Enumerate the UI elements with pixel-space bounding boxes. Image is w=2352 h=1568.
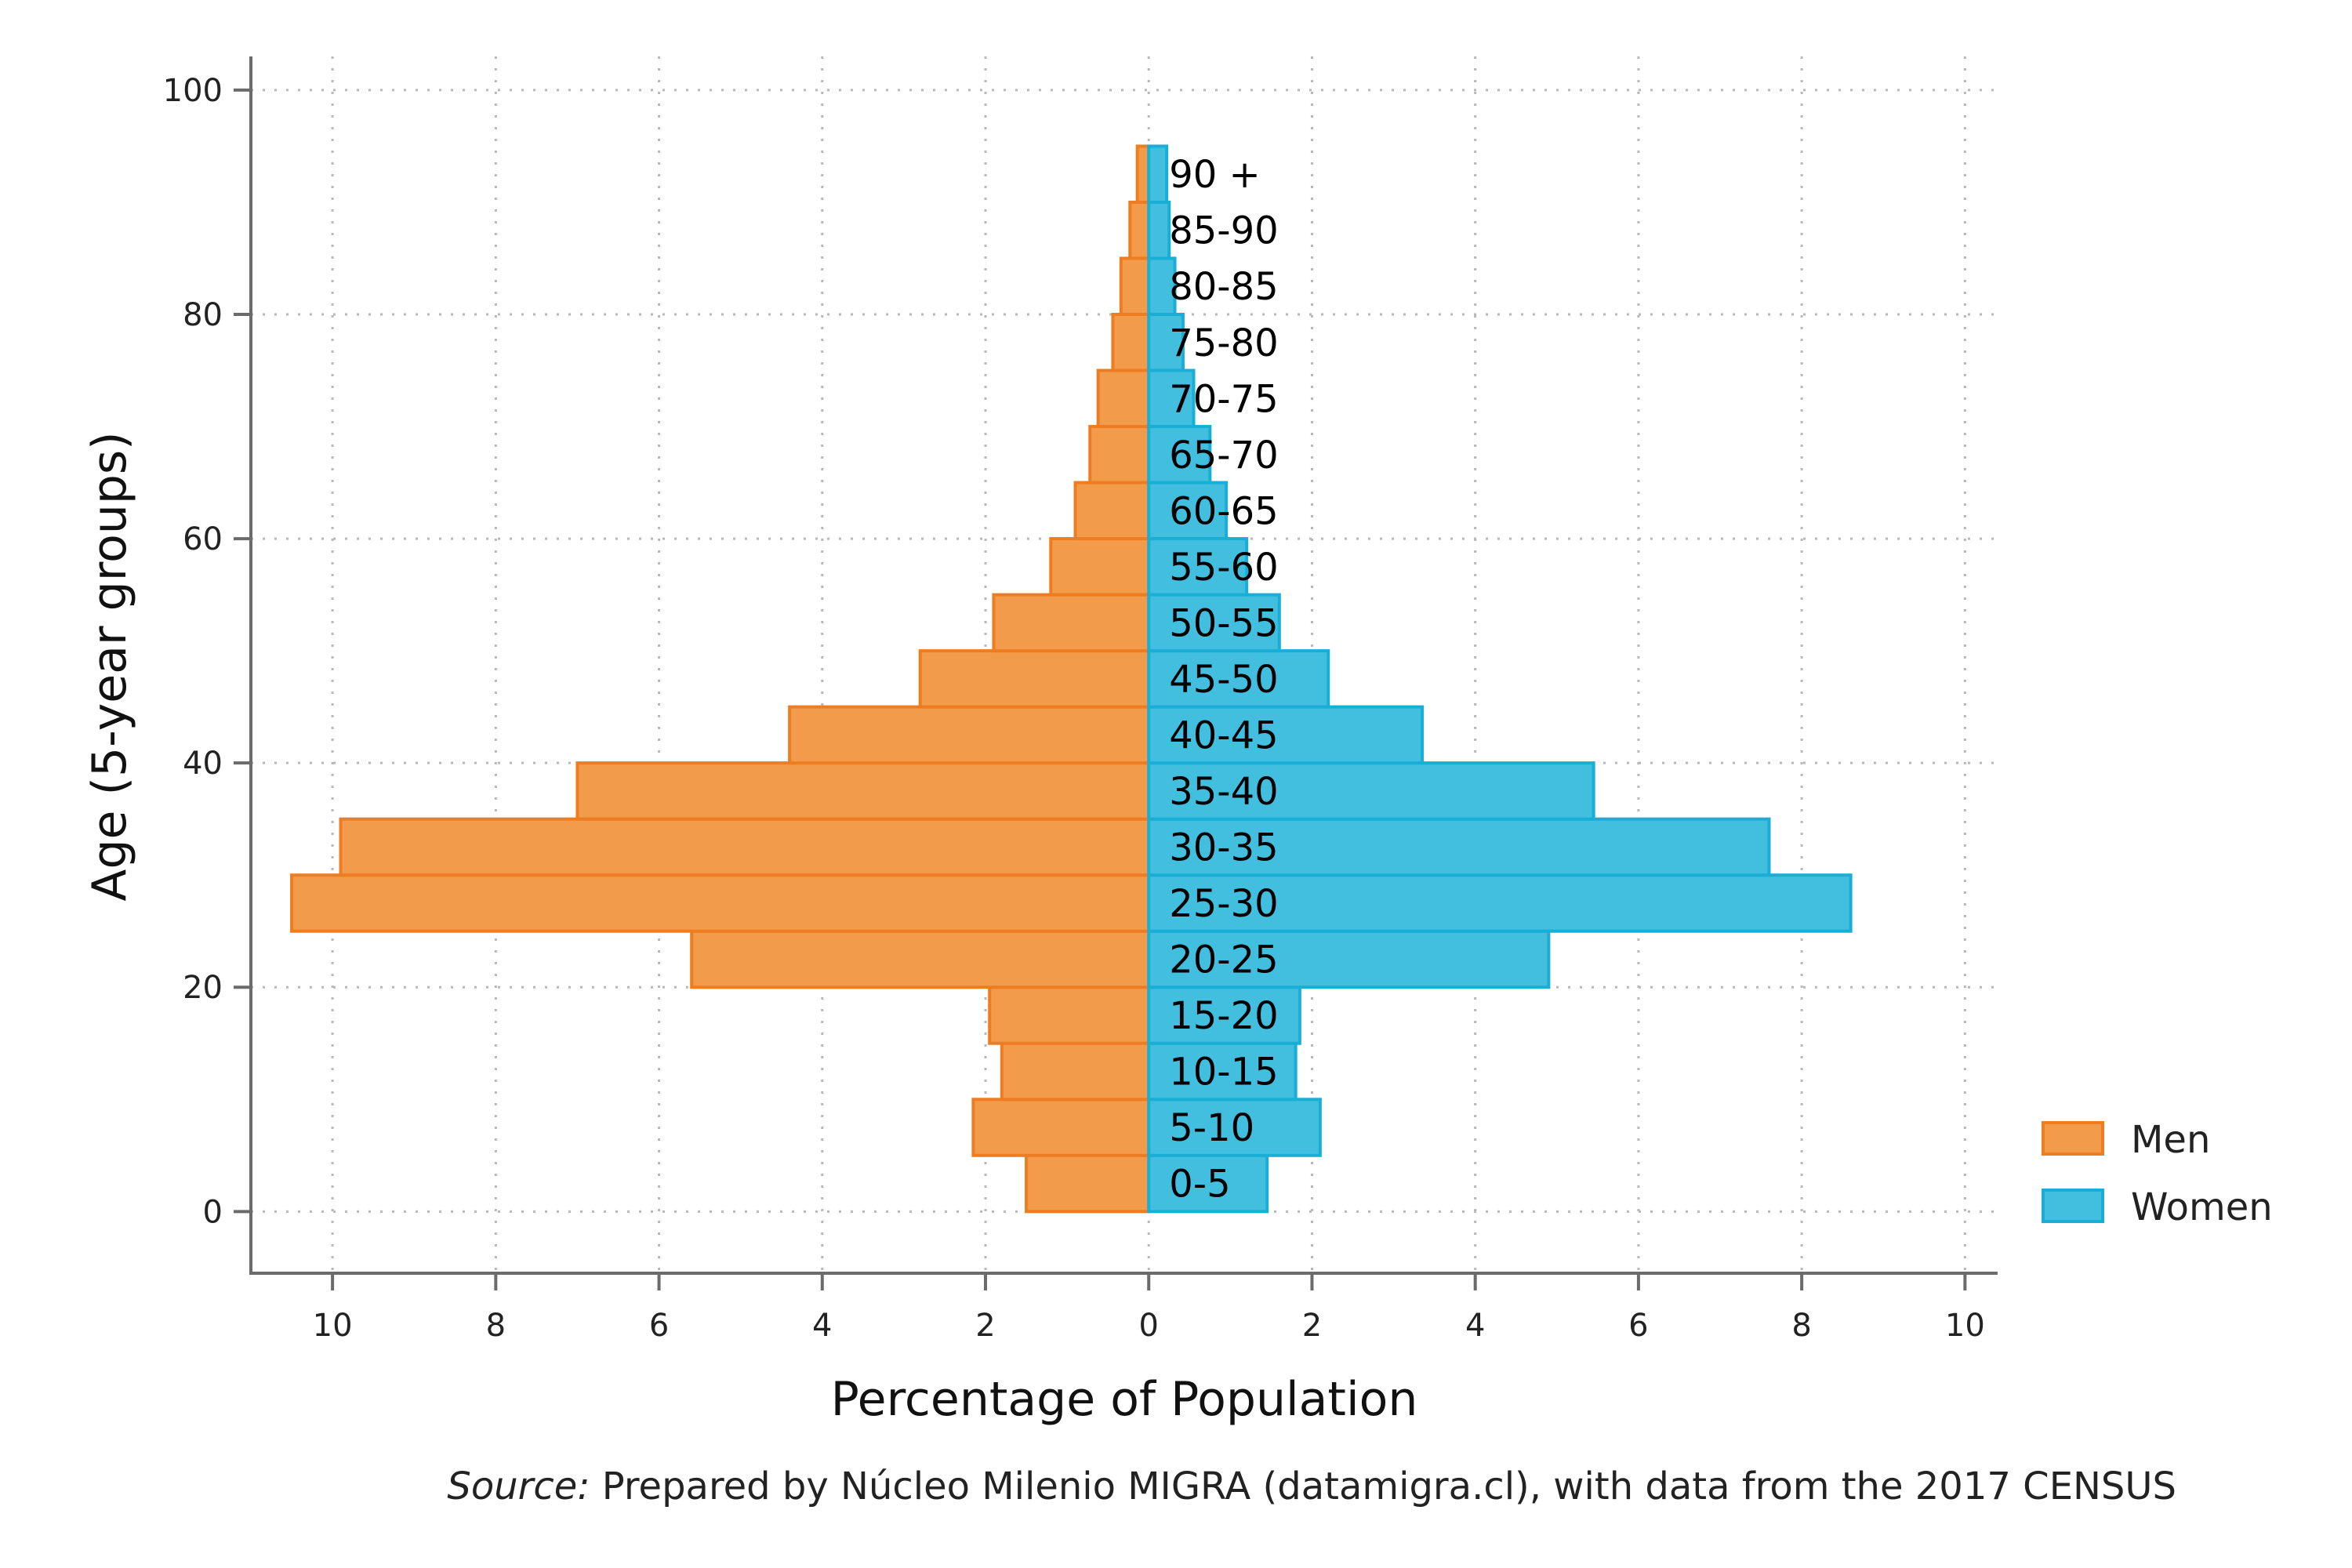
legend-label-men: Men (2131, 1118, 2210, 1162)
age-group-label: 45-50 (1169, 658, 1278, 702)
bar-men-35-40 (575, 761, 1151, 821)
x-axis-title: Percentage of Population (831, 1372, 1418, 1427)
bar-women-20-25 (1147, 929, 1551, 989)
bar-men-50-55 (992, 593, 1151, 653)
age-group-label: 20-25 (1169, 938, 1278, 982)
x-tick-label: 10 (313, 1308, 353, 1344)
x-tick-label: 2 (1302, 1308, 1322, 1344)
bar-women-40-45 (1147, 705, 1425, 765)
bar-men-5-10 (971, 1098, 1151, 1157)
bar-women-45-50 (1147, 649, 1330, 709)
age-group-label: 85-90 (1169, 209, 1278, 253)
age-group-label: 55-60 (1169, 546, 1278, 590)
age-group-label: 90 + (1169, 153, 1261, 197)
bar-women-90 (1147, 144, 1169, 204)
bar-women-60-65 (1147, 481, 1229, 541)
age-group-label: 5-10 (1169, 1106, 1254, 1150)
age-group-label: 60-65 (1169, 489, 1278, 533)
bar-men-0-5 (1025, 1153, 1151, 1214)
y-axis-title: Age (5-year groups) (82, 431, 137, 901)
x-tick-label: 4 (812, 1308, 832, 1344)
x-tick-label: 8 (1791, 1308, 1811, 1344)
age-group-label: 0-5 (1169, 1163, 1230, 1207)
y-tick-label: 100 (163, 73, 223, 109)
age-group-label: 15-20 (1169, 994, 1278, 1038)
bar-labels: 0-5 5-10 10-15 15-20 20-25 25-30 30-35 35-40 40-… (1169, 153, 1278, 1206)
y-tick-label: 0 (203, 1194, 223, 1230)
x-tick-label: 6 (649, 1308, 669, 1344)
x-tick-label: 0 (1139, 1308, 1159, 1344)
age-group-label: 10-15 (1169, 1051, 1278, 1094)
x-tick-label: 10 (1945, 1308, 1985, 1344)
source-note: Source: Prepared by Núcleo Milenio MIGRA… (447, 1465, 2176, 1508)
bar-women-5-10 (1147, 1098, 1322, 1157)
legend: Men Women (2042, 1118, 2273, 1229)
x-tick-label: 4 (1465, 1308, 1485, 1344)
age-group-label: 40-45 (1169, 713, 1278, 757)
bar-men-55-60 (1049, 537, 1151, 597)
bar-men-45-50 (918, 649, 1151, 709)
bar-women-35-40 (1147, 761, 1595, 821)
legend-swatch-women (2042, 1189, 2104, 1223)
bar-men-60-65 (1073, 481, 1151, 541)
bar-women-70-75 (1147, 368, 1196, 429)
bar-women-15-20 (1147, 985, 1301, 1045)
y-tick-label: 40 (183, 746, 223, 782)
axes (249, 56, 1998, 1275)
x-tick-label: 6 (1628, 1308, 1648, 1344)
age-group-label: 75-80 (1169, 321, 1278, 365)
bar-women-50-55 (1147, 593, 1281, 653)
source-prefix: Source: (447, 1465, 590, 1508)
x-tick-label: 8 (486, 1308, 506, 1344)
bar-men-70-75 (1096, 368, 1151, 429)
bar-women-25-30 (1147, 873, 1853, 933)
age-group-label: 25-30 (1169, 882, 1278, 926)
bar-women-85-90 (1147, 200, 1171, 260)
bar-women-0-5 (1147, 1153, 1269, 1214)
bar-women-30-35 (1147, 817, 1771, 877)
bar-men-75-80 (1111, 312, 1151, 372)
age-group-label: 65-70 (1169, 434, 1278, 477)
bar-men-10-15 (1000, 1041, 1151, 1102)
age-group-label: 80-85 (1169, 265, 1278, 309)
bar-men-80-85 (1119, 256, 1151, 316)
bar-men-30-35 (339, 817, 1151, 877)
legend-label-women: Women (2131, 1185, 2273, 1229)
bar-men-20-25 (690, 929, 1151, 989)
bar-men-25-30 (290, 873, 1151, 933)
bar-men-15-20 (988, 985, 1151, 1045)
y-tick-label: 80 (183, 297, 223, 333)
y-tick-label: 20 (183, 970, 223, 1006)
bar-men-90 (1135, 144, 1151, 204)
legend-swatch-men (2042, 1121, 2104, 1156)
source-text: Prepared by Núcleo Milenio MIGRA (datami… (590, 1465, 2176, 1508)
age-group-label: 50-55 (1169, 601, 1278, 645)
bar-men-65-70 (1088, 425, 1151, 485)
age-group-label: 35-40 (1169, 770, 1278, 814)
age-group-label: 70-75 (1169, 377, 1278, 421)
bar-men-85-90 (1128, 200, 1151, 260)
bars (290, 144, 1853, 1214)
x-tick-label: 2 (975, 1308, 995, 1344)
bar-men-40-45 (788, 705, 1151, 765)
age-group-label: 30-35 (1169, 826, 1278, 869)
bar-women-55-60 (1147, 537, 1249, 597)
y-tick-label: 60 (183, 521, 223, 557)
